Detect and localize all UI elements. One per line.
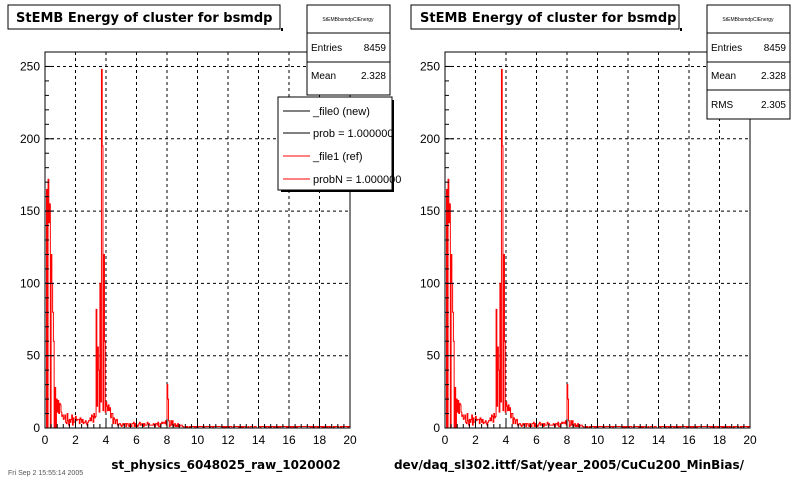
- x-tick-label: 8: [164, 433, 171, 447]
- right-entries-label: Entries: [711, 43, 742, 54]
- right-x-axis-label: dev/daq_sl302.ittf/Sat/year_2005/CuCu200…: [394, 458, 745, 473]
- plot-frame: [44, 51, 351, 429]
- right-rms-value: 2.305: [761, 100, 786, 111]
- right-stats-name: StEMBbsmdpClEnergy: [722, 17, 774, 23]
- x-tick-label: 20: [343, 433, 357, 447]
- x-tick-label: 4: [503, 433, 510, 447]
- left-grid: [45, 52, 350, 428]
- x-tick-label: 18: [713, 433, 727, 447]
- left-chart-title: StEMB Energy of cluster for bsmdp: [16, 11, 272, 26]
- y-tick-label: 0: [433, 421, 440, 435]
- y-tick-label: 200: [20, 132, 40, 146]
- legend-entry-prob: prob = 1.000000: [313, 128, 393, 140]
- x-tick-label: 2: [472, 433, 479, 447]
- right-entries-value: 8459: [764, 43, 787, 54]
- x-tick-label: 8: [564, 433, 571, 447]
- left-y-axis: 0 50 100 150 200 250: [20, 51, 54, 435]
- right-rms-label: RMS: [711, 100, 734, 111]
- y-tick-label: 250: [420, 59, 440, 73]
- x-tick-label: 6: [533, 433, 540, 447]
- right-mean-label: Mean: [711, 71, 736, 82]
- x-tick-label: 14: [252, 433, 266, 447]
- x-tick-label: 16: [282, 433, 296, 447]
- legend-entry-file0: _file0 (new): [312, 106, 370, 118]
- x-tick-label: 0: [442, 433, 449, 447]
- x-tick-label: 14: [652, 433, 666, 447]
- x-tick-label: 10: [191, 433, 205, 447]
- right-plot-area: 0 2 4 6 8 10 12 14 16 18 20 0 50 100 150 200 250: [420, 51, 757, 447]
- right-title-box: [410, 4, 680, 30]
- right-y-axis: 0 50 100 150 200 250: [420, 51, 454, 435]
- left-mean-value: 2.328: [361, 71, 386, 82]
- right-panel: StEMB Energy of cluster for bsmdp 0 2 4 6 8 1…: [394, 4, 791, 473]
- legend-entry-probn: probN = 1.000000: [313, 174, 401, 186]
- left-x-axis-label: st_physics_6048025_raw_1020002: [111, 458, 340, 473]
- y-tick-label: 50: [427, 349, 441, 363]
- legend-entry-file1: _file1 (ref): [312, 151, 363, 163]
- right-chart-title: StEMB Energy of cluster for bsmdp: [420, 11, 676, 26]
- y-tick-label: 0: [33, 421, 40, 435]
- plot-frame: [444, 51, 751, 429]
- y-tick-label: 150: [20, 204, 40, 218]
- left-entries-label: Entries: [311, 43, 342, 54]
- timestamp: Fri Sep 2 15:55:14 2005: [8, 470, 83, 477]
- left-stats-box: StEMBbsmdpClEnergy Entries 8459 Mean 2.3…: [306, 4, 391, 96]
- x-tick-label: 12: [221, 433, 235, 447]
- x-tick-label: 16: [682, 433, 696, 447]
- x-tick-label: 6: [133, 433, 140, 447]
- left-entries-value: 8459: [364, 43, 387, 54]
- y-tick-label: 150: [420, 204, 440, 218]
- x-tick-label: 2: [72, 433, 79, 447]
- x-tick-label: 18: [313, 433, 327, 447]
- y-tick-label: 100: [20, 276, 40, 290]
- x-tick-label: 10: [591, 433, 605, 447]
- right-mean-value: 2.328: [761, 71, 786, 82]
- left-stats-name: StEMBbsmdpClEnergy: [322, 17, 374, 23]
- left-title-box: [7, 4, 281, 30]
- left-legend: _file0 (new) prob = 1.000000 _file1 (ref…: [277, 96, 401, 192]
- right-grid: [445, 52, 750, 428]
- x-tick-label: 4: [103, 433, 110, 447]
- left-x-axis: 0 2 4 6 8 10 12 14 16 18 20: [42, 419, 357, 447]
- y-tick-label: 100: [420, 276, 440, 290]
- y-tick-label: 200: [420, 132, 440, 146]
- left-panel: StEMB Energy of cluster for bsmdp 0 2 4 6 8 1…: [7, 4, 401, 477]
- right-stats-box: StEMBbsmdpClEnergy Entries 8459 Mean 2.3…: [706, 4, 791, 120]
- x-tick-label: 12: [621, 433, 635, 447]
- left-mean-label: Mean: [311, 71, 336, 82]
- y-tick-label: 50: [27, 349, 41, 363]
- y-tick-label: 250: [20, 59, 40, 73]
- x-tick-label: 20: [743, 433, 757, 447]
- right-x-axis: 0 2 4 6 8 10 12 14 16 18 20: [442, 419, 757, 447]
- x-tick-label: 0: [42, 433, 49, 447]
